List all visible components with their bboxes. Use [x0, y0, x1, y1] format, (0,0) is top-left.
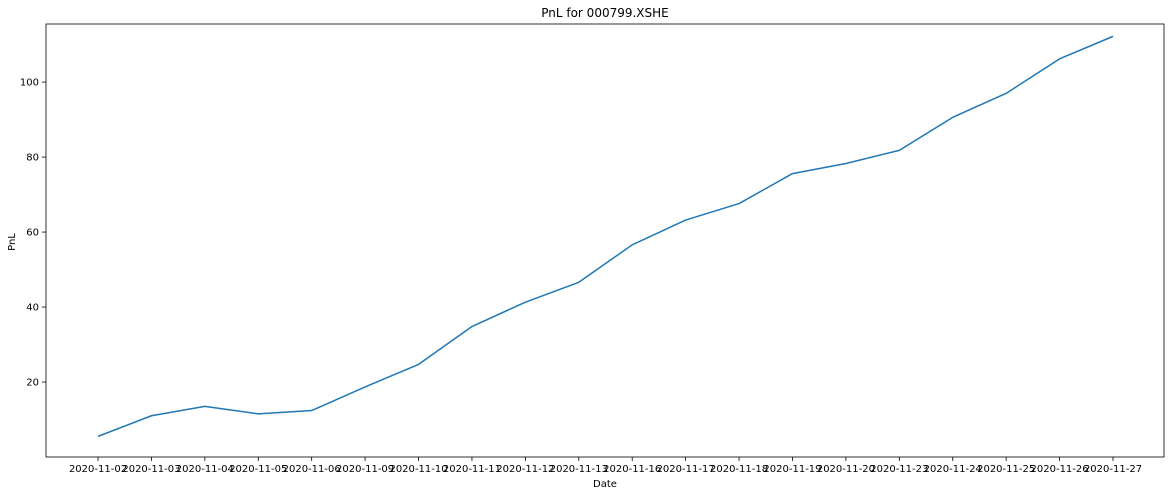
x-tick-label: 2020-11-10 [389, 464, 447, 475]
x-tick-label: 2020-11-17 [657, 464, 715, 475]
data-point [1004, 91, 1008, 95]
data-point [630, 243, 634, 247]
data-point [1111, 34, 1115, 38]
y-tick-label: 80 [26, 153, 39, 164]
x-tick-label: 2020-11-12 [496, 464, 554, 475]
data-point [363, 385, 367, 389]
x-tick-label: 2020-11-25 [977, 464, 1035, 475]
data-point [310, 409, 314, 413]
x-tick-label: 2020-11-16 [603, 464, 661, 475]
x-tick-label: 2020-11-05 [229, 464, 287, 475]
chart-title: PnL for 000799.XSHE [541, 6, 669, 20]
x-tick-label: 2020-11-09 [336, 464, 394, 475]
x-tick-label: 2020-11-26 [1031, 464, 1089, 475]
data-point [523, 300, 527, 304]
data-point [1058, 57, 1062, 61]
x-axis: 2020-11-022020-11-032020-11-042020-11-05… [69, 457, 1142, 475]
data-point [417, 362, 421, 366]
data-point [951, 115, 955, 119]
x-tick-label: 2020-11-04 [176, 464, 234, 475]
data-point [844, 161, 848, 165]
data-point [897, 148, 901, 152]
data-point [577, 280, 581, 284]
y-axis: 20 40 60 80 100 [20, 78, 46, 389]
x-tick-label: 2020-11-20 [817, 464, 875, 475]
plot-frame [45, 23, 1165, 458]
data-point [790, 172, 794, 176]
data-point [737, 202, 741, 206]
data-point [96, 434, 100, 438]
y-tick-label: 60 [26, 228, 39, 239]
x-tick-label: 2020-11-24 [924, 464, 982, 475]
x-tick-label: 2020-11-23 [870, 464, 928, 475]
x-tick-label: 2020-11-03 [122, 464, 180, 475]
x-tick-label: 2020-11-02 [69, 464, 127, 475]
x-tick-label: 2020-11-19 [763, 464, 821, 475]
series-layer [96, 34, 1115, 438]
y-tick-label: 40 [26, 303, 39, 314]
data-point [203, 404, 207, 408]
y-axis-title: PnL [7, 233, 18, 251]
y-tick-label: 100 [20, 78, 39, 89]
x-tick-label: 2020-11-13 [550, 464, 608, 475]
x-axis-title: Date [593, 479, 617, 490]
y-tick-label: 20 [26, 378, 39, 389]
x-tick-label: 2020-11-06 [283, 464, 341, 475]
series-line [97, 35, 1114, 438]
x-tick-label: 2020-11-18 [710, 464, 768, 475]
data-point [256, 412, 260, 416]
data-point [149, 414, 153, 418]
data-point [684, 218, 688, 222]
data-point [470, 325, 474, 329]
x-tick-label: 2020-11-27 [1084, 464, 1142, 475]
x-tick-label: 2020-11-11 [443, 464, 501, 475]
